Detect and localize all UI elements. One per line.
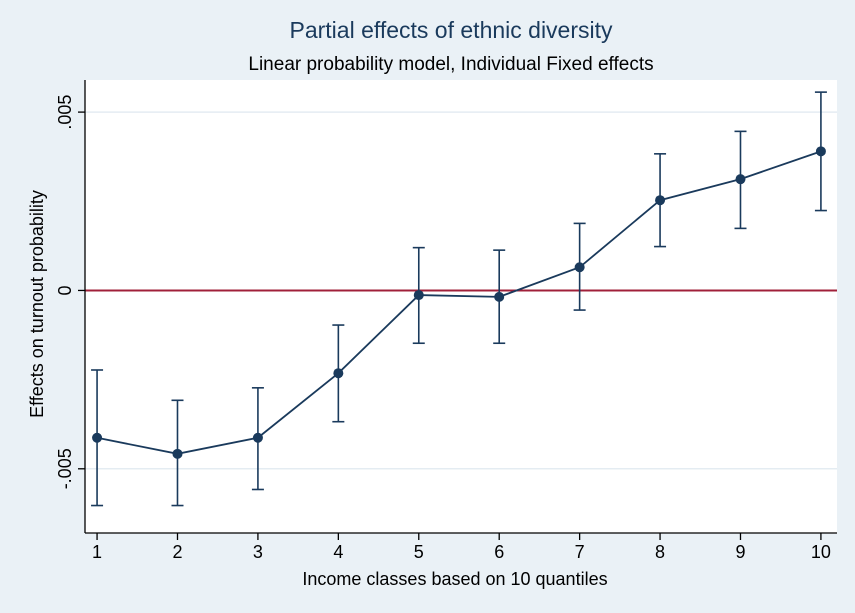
- x-tick-label: 9: [735, 542, 745, 562]
- series-line-layer: [96, 150, 822, 455]
- x-tick-label: 1: [92, 542, 102, 562]
- x-axis-title: Income classes based on 10 quantiles: [302, 569, 607, 589]
- x-tick-label: 10: [811, 542, 831, 562]
- x-tick-label: 7: [575, 542, 585, 562]
- plot-area: [85, 80, 837, 533]
- x-tick-label: 8: [655, 542, 665, 562]
- x-tick-label: 3: [253, 542, 263, 562]
- axes: 1 2 3 4 5 6 7 8 9 10 -.005 0 .005: [55, 80, 837, 562]
- y-tick-label: -.005: [55, 448, 75, 489]
- x-tick-label: 4: [333, 542, 343, 562]
- data-points: [92, 146, 826, 459]
- chart-title: Partial effects of ethnic diversity: [290, 17, 613, 43]
- data-point: [735, 174, 746, 185]
- data-point: [494, 291, 505, 302]
- data-point: [333, 368, 344, 379]
- data-point: [655, 195, 666, 206]
- data-point: [172, 448, 183, 459]
- y-tick-label: 0: [55, 285, 75, 295]
- y-axis-title: Effects on turnout probability: [27, 190, 47, 418]
- chart-subtitle: Linear probability model, Individual Fix…: [248, 54, 653, 75]
- data-point: [413, 290, 424, 301]
- y-tick-label: .005: [55, 95, 75, 130]
- data-point: [252, 432, 263, 443]
- x-tick-label: 2: [172, 542, 182, 562]
- x-tick-label: 5: [414, 542, 424, 562]
- data-point: [815, 146, 826, 157]
- data-point: [92, 432, 103, 443]
- x-tick-label: 6: [494, 542, 504, 562]
- series-line: [96, 150, 822, 455]
- data-point: [574, 262, 585, 273]
